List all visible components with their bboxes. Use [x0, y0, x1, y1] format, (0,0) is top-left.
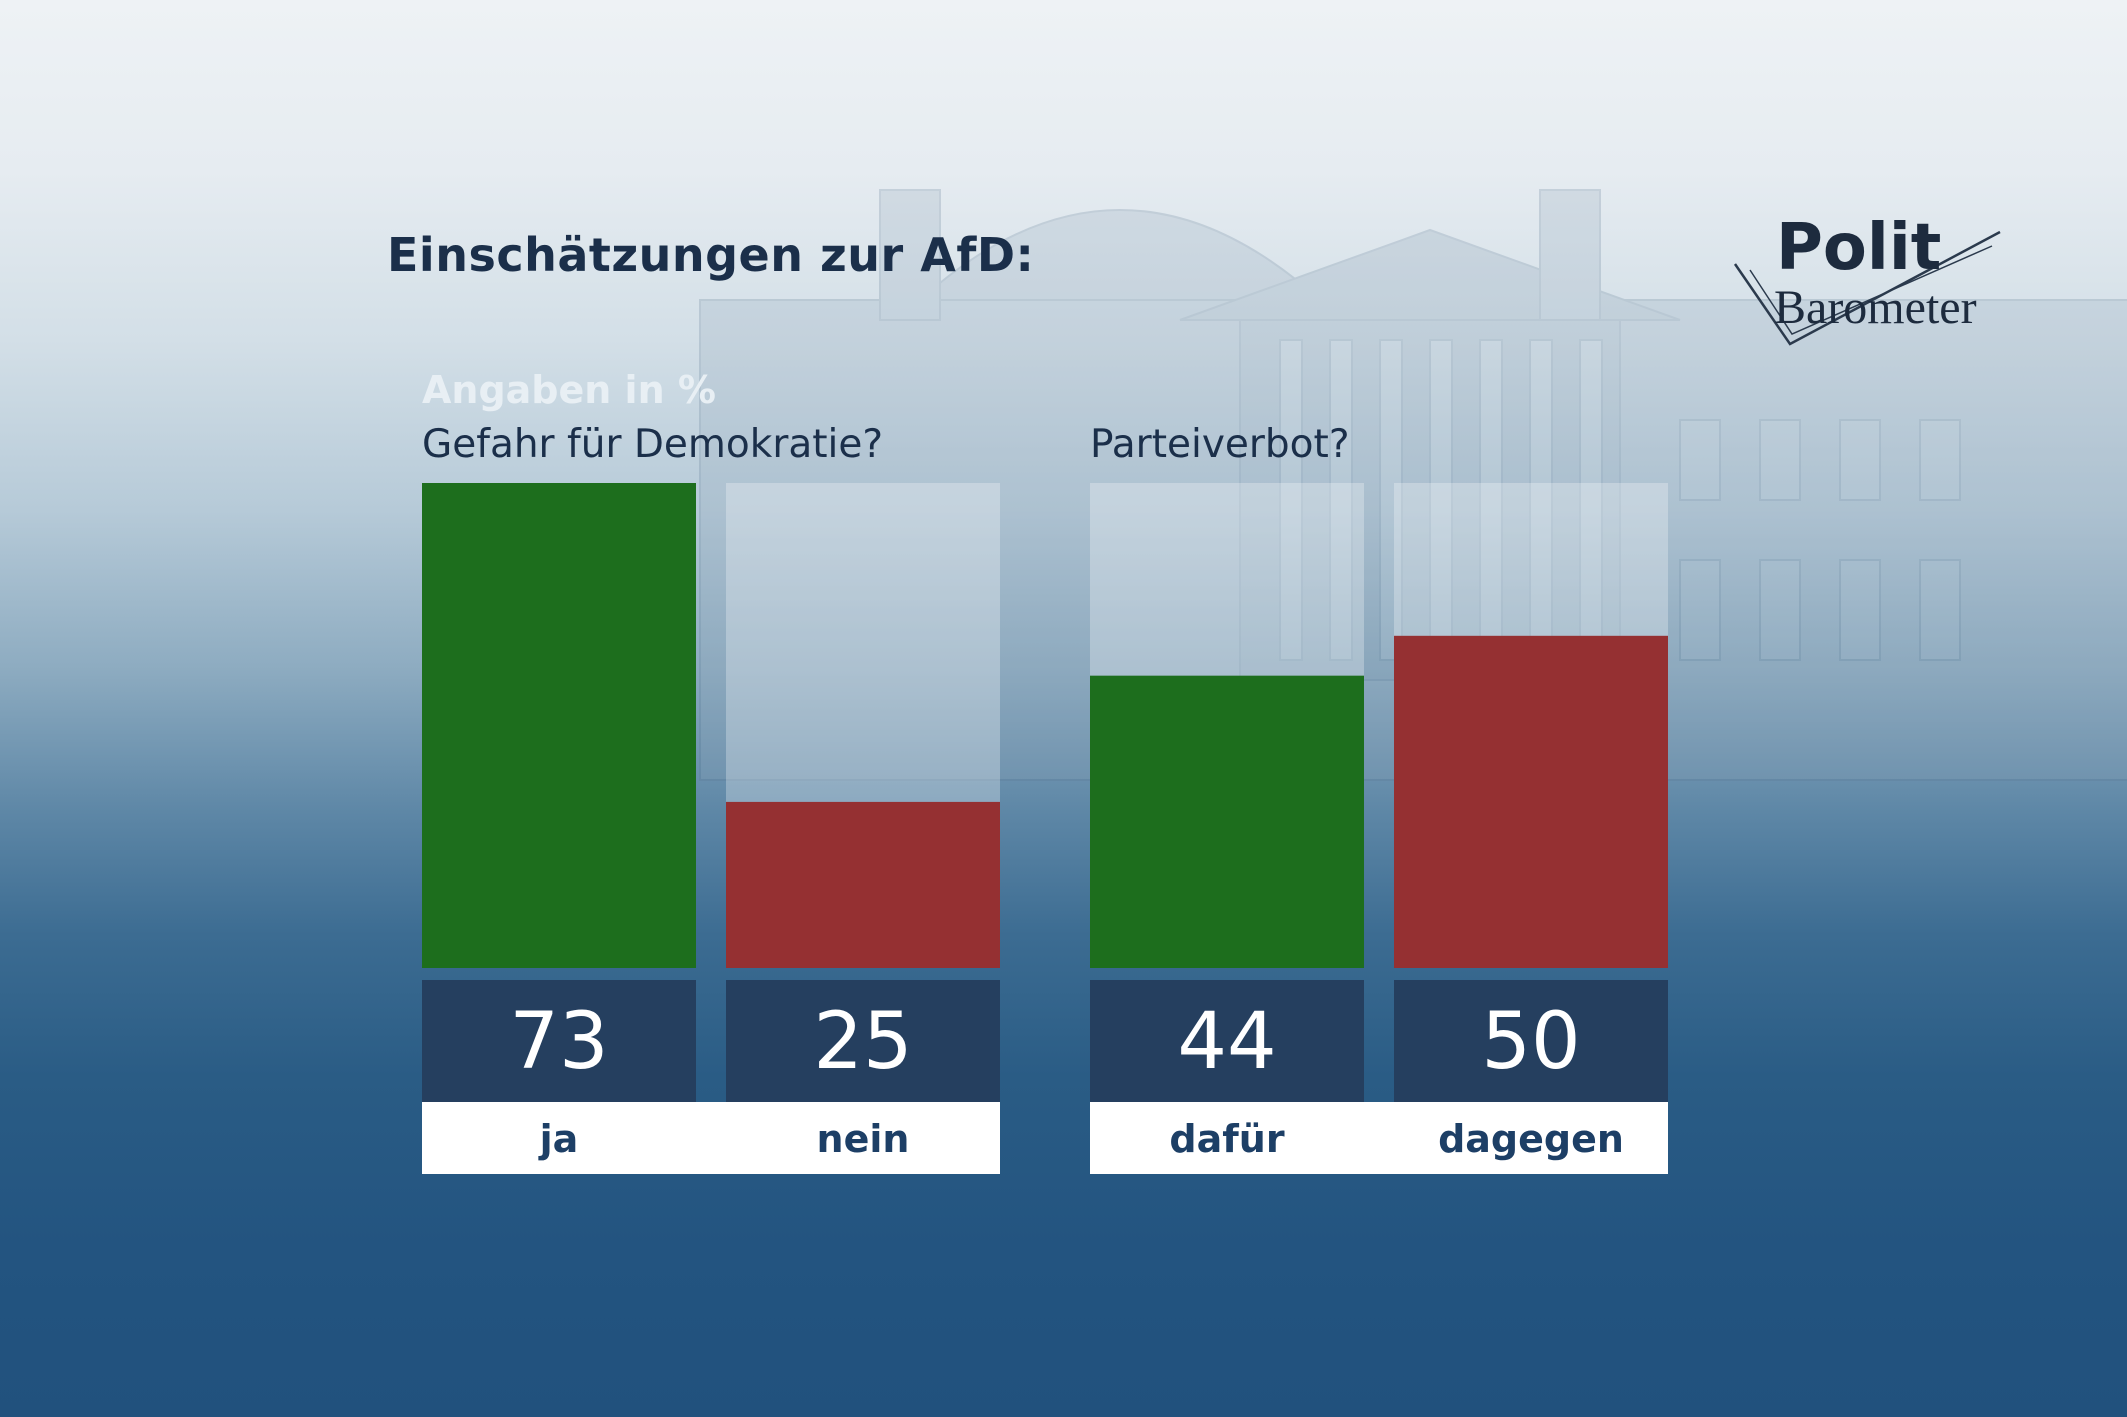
- value-label: 25: [813, 997, 912, 1087]
- bar-ja: [422, 483, 696, 968]
- politbarometer-logo: Polit Barometer: [1730, 212, 2010, 362]
- bar-dafür: [1090, 675, 1364, 968]
- value-box: [422, 980, 696, 1102]
- value-label: 50: [1481, 997, 1580, 1087]
- unit-note: Angaben in %: [422, 368, 716, 412]
- logo-text-polit: Polit: [1776, 211, 1942, 285]
- category-label: ja: [538, 1117, 579, 1161]
- value-box: [1090, 980, 1364, 1102]
- value-box: [1394, 980, 1668, 1102]
- logo-text-barometer: Barometer: [1774, 281, 1977, 334]
- chart-2-title: Parteiverbot?: [1090, 422, 1350, 467]
- page-title: Einschätzungen zur AfD:: [387, 228, 1035, 282]
- value-box: [726, 980, 1000, 1102]
- checkmark-icon: [1733, 230, 2001, 346]
- category-label: dagegen: [1438, 1117, 1624, 1161]
- value-label: 44: [1177, 997, 1276, 1087]
- chart-2-label-strip: [1090, 1102, 1668, 1174]
- chart-1-label-strip: [422, 1102, 1000, 1174]
- bar-dagegen: [1394, 635, 1668, 968]
- bar-nein: [726, 801, 1000, 968]
- value-label: 73: [509, 997, 608, 1087]
- category-label: dafür: [1169, 1117, 1284, 1161]
- category-label: nein: [817, 1117, 910, 1161]
- chart-1-title: Gefahr für Demokratie?: [422, 422, 884, 467]
